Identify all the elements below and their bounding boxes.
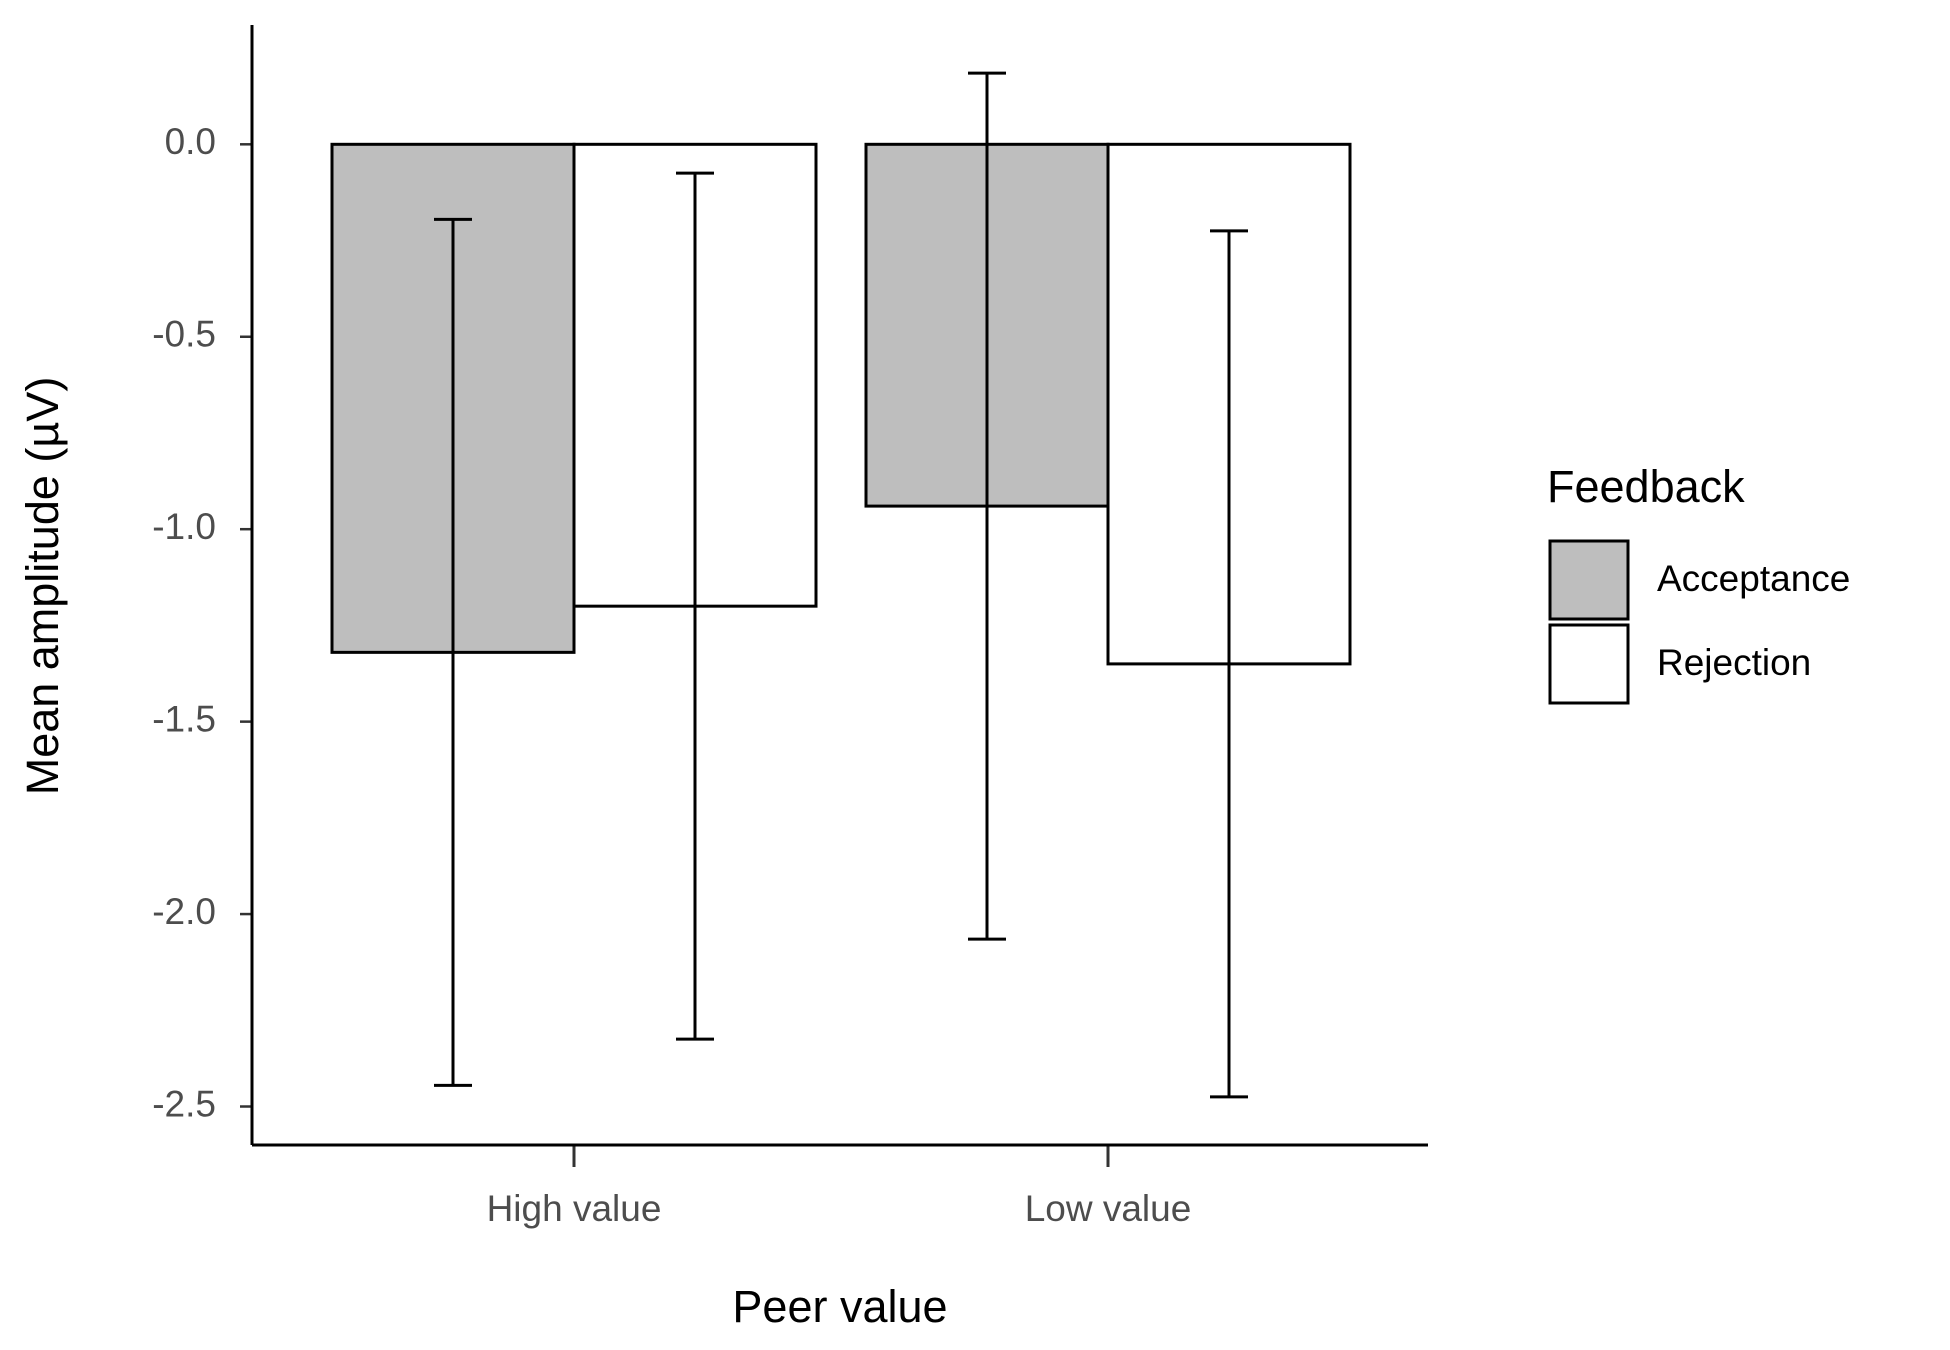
legend-title: Feedback (1547, 461, 1745, 512)
y-tick-label: -0.5 (152, 314, 216, 355)
error-bar (1210, 229, 1248, 1099)
y-tick-label: -2.0 (152, 891, 216, 932)
error-bar (434, 217, 472, 1087)
x-axis-title: Peer value (732, 1281, 947, 1332)
legend-key (1548, 623, 1630, 705)
error-bar (968, 71, 1006, 941)
y-tick-label: -2.5 (152, 1083, 216, 1124)
legend-label: Rejection (1657, 642, 1811, 683)
y-tick-label: -1.5 (152, 698, 216, 739)
y-tick-label: -1.0 (152, 506, 216, 547)
x-tick-label: High value (487, 1188, 662, 1229)
legend-label: Acceptance (1657, 558, 1850, 599)
x-tick-label: Low value (1025, 1188, 1192, 1229)
y-tick-label: 0.0 (165, 121, 216, 162)
y-axis-title: Mean amplitude (µV) (17, 377, 68, 796)
legend-key (1548, 539, 1630, 621)
error-bar (676, 171, 714, 1041)
